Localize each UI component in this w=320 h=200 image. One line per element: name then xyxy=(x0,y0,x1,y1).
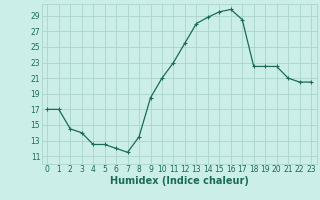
X-axis label: Humidex (Indice chaleur): Humidex (Indice chaleur) xyxy=(110,176,249,186)
